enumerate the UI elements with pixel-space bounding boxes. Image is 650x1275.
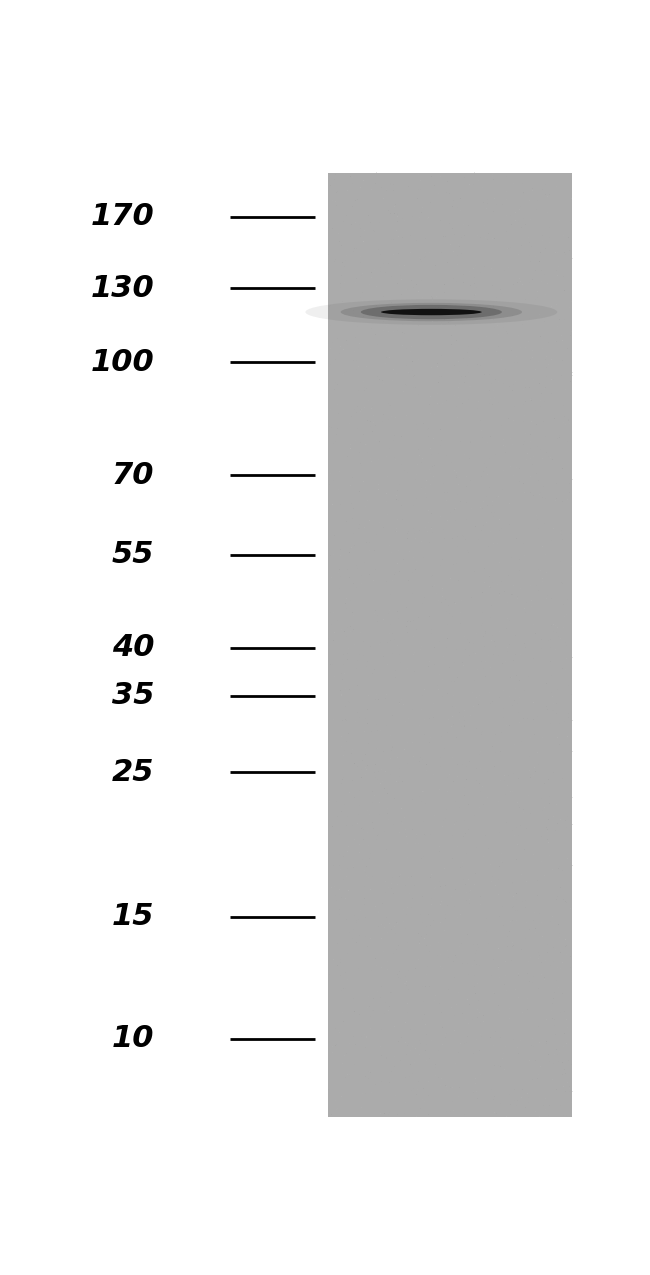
Text: 15: 15 bbox=[112, 903, 154, 931]
Bar bbox=[328, 172, 573, 1117]
Ellipse shape bbox=[341, 303, 522, 321]
Text: 170: 170 bbox=[90, 203, 154, 231]
Text: 55: 55 bbox=[112, 541, 154, 569]
Text: 100: 100 bbox=[90, 348, 154, 376]
Text: 70: 70 bbox=[112, 460, 154, 490]
Text: 25: 25 bbox=[112, 757, 154, 787]
Text: 40: 40 bbox=[112, 634, 154, 662]
Ellipse shape bbox=[361, 305, 502, 319]
Text: 130: 130 bbox=[90, 274, 154, 303]
Text: 35: 35 bbox=[112, 681, 154, 710]
Ellipse shape bbox=[381, 309, 482, 315]
Ellipse shape bbox=[306, 300, 557, 325]
Text: 10: 10 bbox=[112, 1024, 154, 1053]
